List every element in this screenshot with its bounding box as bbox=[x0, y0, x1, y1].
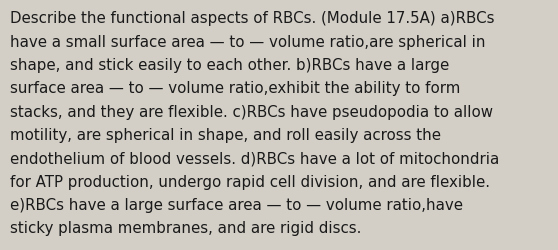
Text: stacks, and they are flexible. c)RBCs have pseudopodia to allow: stacks, and they are flexible. c)RBCs ha… bbox=[10, 104, 493, 119]
Text: endothelium of blood vessels. d)RBCs have a lot of mitochondria: endothelium of blood vessels. d)RBCs hav… bbox=[10, 151, 499, 166]
Text: sticky plasma membranes, and are rigid discs.: sticky plasma membranes, and are rigid d… bbox=[10, 220, 362, 236]
Text: motility, are spherical in shape, and roll easily across the: motility, are spherical in shape, and ro… bbox=[10, 128, 441, 142]
Text: e)RBCs have a large surface area — to — volume ratio,have: e)RBCs have a large surface area — to — … bbox=[10, 197, 463, 212]
Text: Describe the functional aspects of RBCs. (Module 17.5A) a)RBCs: Describe the functional aspects of RBCs.… bbox=[10, 11, 494, 26]
Text: surface area — to — volume ratio,exhibit the ability to form: surface area — to — volume ratio,exhibit… bbox=[10, 81, 460, 96]
Text: have a small surface area — to — volume ratio,are spherical in: have a small surface area — to — volume … bbox=[10, 34, 485, 50]
Text: for ATP production, undergo rapid cell division, and are flexible.: for ATP production, undergo rapid cell d… bbox=[10, 174, 490, 189]
Text: shape, and stick easily to each other. b)RBCs have a large: shape, and stick easily to each other. b… bbox=[10, 58, 449, 73]
